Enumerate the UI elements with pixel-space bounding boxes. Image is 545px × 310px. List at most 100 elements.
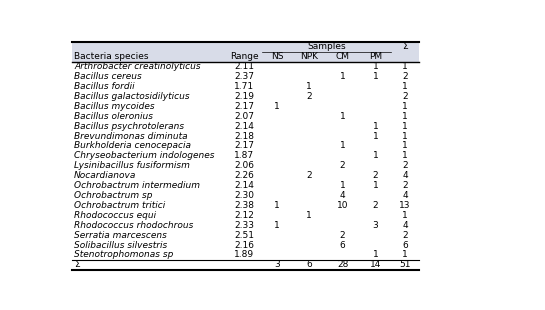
Text: Samples: Samples [307, 42, 346, 51]
Text: 2.14: 2.14 [234, 122, 255, 131]
Text: 1: 1 [402, 141, 408, 150]
Text: Chryseobacterium indologenes: Chryseobacterium indologenes [74, 151, 215, 160]
Text: NPK: NPK [300, 52, 318, 61]
Text: 2.07: 2.07 [234, 112, 255, 121]
Text: 6: 6 [306, 260, 312, 269]
Text: 14: 14 [370, 260, 381, 269]
Text: 1: 1 [402, 250, 408, 259]
Text: Ochrobactrum tritici: Ochrobactrum tritici [74, 201, 165, 210]
Text: CM: CM [336, 52, 350, 61]
Text: Bacteria species: Bacteria species [74, 52, 149, 61]
Text: 2.51: 2.51 [234, 231, 255, 240]
Text: 2.11: 2.11 [234, 62, 255, 71]
Text: 2.12: 2.12 [234, 211, 255, 220]
Text: 51: 51 [399, 260, 411, 269]
Text: 2.19: 2.19 [234, 92, 255, 101]
Text: NS: NS [271, 52, 283, 61]
Text: 1: 1 [373, 250, 378, 259]
Text: 1: 1 [274, 201, 280, 210]
Text: 2.30: 2.30 [234, 191, 255, 200]
Text: 6: 6 [340, 241, 346, 250]
Text: 2: 2 [373, 201, 378, 210]
Text: 1: 1 [340, 141, 346, 150]
Text: 2: 2 [402, 92, 408, 101]
Text: 1: 1 [373, 181, 378, 190]
Text: 2: 2 [402, 181, 408, 190]
Text: 2.26: 2.26 [234, 171, 255, 180]
Text: 2: 2 [340, 231, 346, 240]
Text: 2.37: 2.37 [234, 72, 255, 81]
Text: 1.87: 1.87 [234, 151, 255, 160]
Text: Bacillus fordii: Bacillus fordii [74, 82, 135, 91]
Text: Bacillus mycoides: Bacillus mycoides [74, 102, 155, 111]
Text: Range: Range [230, 52, 259, 61]
Text: Bacillus galactosidilyticus: Bacillus galactosidilyticus [74, 92, 190, 101]
Text: Solibacillus silvestris: Solibacillus silvestris [74, 241, 167, 250]
Text: 1: 1 [340, 181, 346, 190]
Text: 1: 1 [402, 151, 408, 160]
Text: Bacillus oleronius: Bacillus oleronius [74, 112, 153, 121]
Text: 1: 1 [402, 122, 408, 131]
Text: 1: 1 [373, 122, 378, 131]
Text: Nocardianova: Nocardianova [74, 171, 136, 180]
Text: 6: 6 [402, 241, 408, 250]
Text: 4: 4 [340, 191, 346, 200]
Text: Bacillus psychrotolerans: Bacillus psychrotolerans [74, 122, 184, 131]
Text: Ochrobactrum sp: Ochrobactrum sp [74, 191, 153, 200]
FancyBboxPatch shape [72, 42, 419, 52]
Text: 2: 2 [402, 231, 408, 240]
Text: 1: 1 [373, 151, 378, 160]
Text: Serratia marcescens: Serratia marcescens [74, 231, 167, 240]
Text: Burkholderia cenocepacia: Burkholderia cenocepacia [74, 141, 191, 150]
Text: 10: 10 [337, 201, 348, 210]
Text: 4: 4 [402, 171, 408, 180]
Text: 1: 1 [306, 82, 312, 91]
Text: 2.16: 2.16 [234, 241, 255, 250]
Text: Ochrobactrum intermedium: Ochrobactrum intermedium [74, 181, 200, 190]
Text: 2: 2 [402, 72, 408, 81]
Text: 1.89: 1.89 [234, 250, 255, 259]
Text: 2.17: 2.17 [234, 141, 255, 150]
Text: 2: 2 [306, 92, 312, 101]
Text: 1: 1 [402, 211, 408, 220]
FancyBboxPatch shape [72, 52, 419, 62]
Text: 1: 1 [402, 102, 408, 111]
Text: 2.17: 2.17 [234, 102, 255, 111]
Text: 1: 1 [373, 131, 378, 140]
Text: 2: 2 [402, 161, 408, 170]
Text: 2.06: 2.06 [234, 161, 255, 170]
Text: Rhodococcus equi: Rhodococcus equi [74, 211, 156, 220]
Text: 4: 4 [402, 221, 408, 230]
Text: 1: 1 [373, 72, 378, 81]
Text: 1: 1 [274, 221, 280, 230]
Text: 1: 1 [274, 102, 280, 111]
Text: 1: 1 [373, 62, 378, 71]
Text: PM: PM [369, 52, 382, 61]
Text: 1: 1 [402, 62, 408, 71]
Text: 3: 3 [373, 221, 378, 230]
Text: 28: 28 [337, 260, 348, 269]
Text: 2.33: 2.33 [234, 221, 255, 230]
Text: Bacillus cereus: Bacillus cereus [74, 72, 142, 81]
Text: Σ: Σ [402, 42, 408, 51]
Text: 1: 1 [402, 112, 408, 121]
Text: Σ: Σ [74, 260, 80, 269]
Text: 2.38: 2.38 [234, 201, 255, 210]
Text: 1: 1 [340, 112, 346, 121]
Text: Rhodococcus rhodochrous: Rhodococcus rhodochrous [74, 221, 193, 230]
Text: 3: 3 [274, 260, 280, 269]
Text: 1.71: 1.71 [234, 82, 255, 91]
Text: 2: 2 [373, 171, 378, 180]
Text: 1: 1 [306, 211, 312, 220]
Text: 1: 1 [402, 82, 408, 91]
Text: 2.18: 2.18 [234, 131, 255, 140]
Text: Lysinibacillus fusiformism: Lysinibacillus fusiformism [74, 161, 190, 170]
Text: Arthrobacter creatinolyticus: Arthrobacter creatinolyticus [74, 62, 201, 71]
Text: 1: 1 [402, 131, 408, 140]
Text: 2.14: 2.14 [234, 181, 255, 190]
Text: Brevundimonas diminuta: Brevundimonas diminuta [74, 131, 187, 140]
Text: 4: 4 [402, 191, 408, 200]
Text: 13: 13 [399, 201, 411, 210]
Text: 1: 1 [340, 72, 346, 81]
Text: 2: 2 [340, 161, 346, 170]
